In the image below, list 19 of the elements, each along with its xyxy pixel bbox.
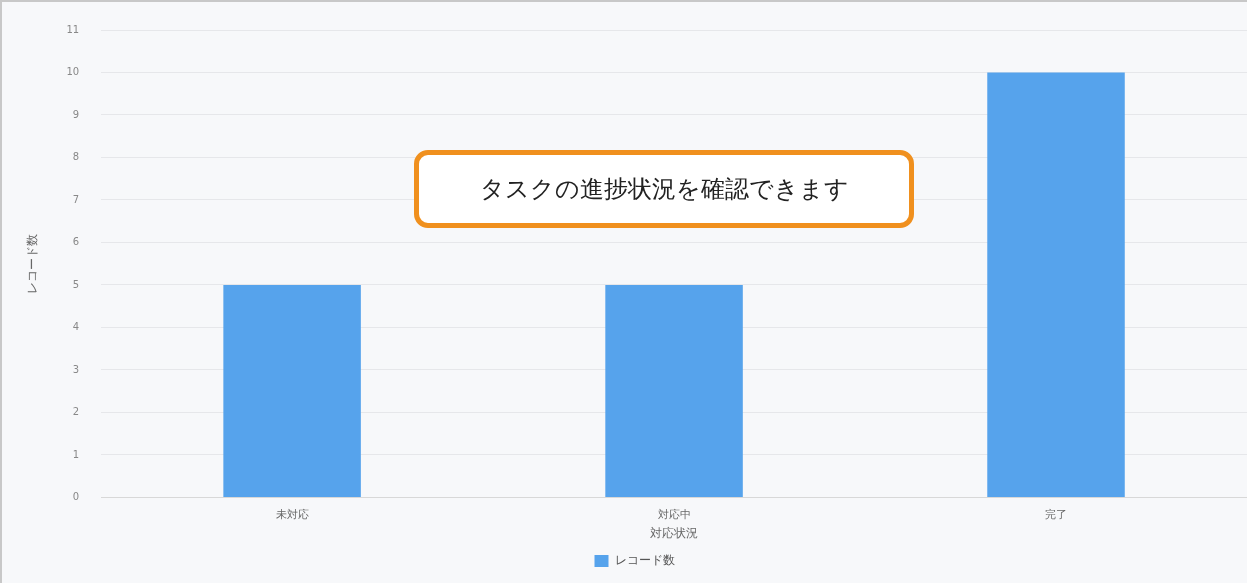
x-tick-label: 未対応	[275, 507, 309, 521]
y-tick-label: 0	[72, 490, 80, 502]
y-tick-label: 6	[72, 236, 80, 248]
y-tick-label: 4	[72, 321, 80, 333]
y-tick-label: 7	[72, 193, 80, 205]
y-tick-label: 10	[66, 66, 80, 78]
x-axis-title: 対応状況	[650, 525, 699, 540]
y-tick-label: 9	[72, 108, 80, 120]
y-tick-label: 8	[72, 151, 80, 163]
x-tick-label: 完了	[1045, 507, 1068, 521]
legend-label: レコード数	[614, 553, 675, 568]
y-axis-title: レコード数	[25, 233, 40, 294]
callout-box: タスクの進捗状況を確認できます	[414, 150, 914, 228]
y-tick-label: 1	[72, 448, 80, 460]
y-tick-label: 3	[72, 363, 80, 375]
y-tick-label: 11	[66, 23, 80, 35]
y-tick-label: 2	[72, 406, 80, 418]
y-tick-label: 5	[72, 278, 80, 290]
x-tick-label: 対応中	[657, 507, 691, 521]
